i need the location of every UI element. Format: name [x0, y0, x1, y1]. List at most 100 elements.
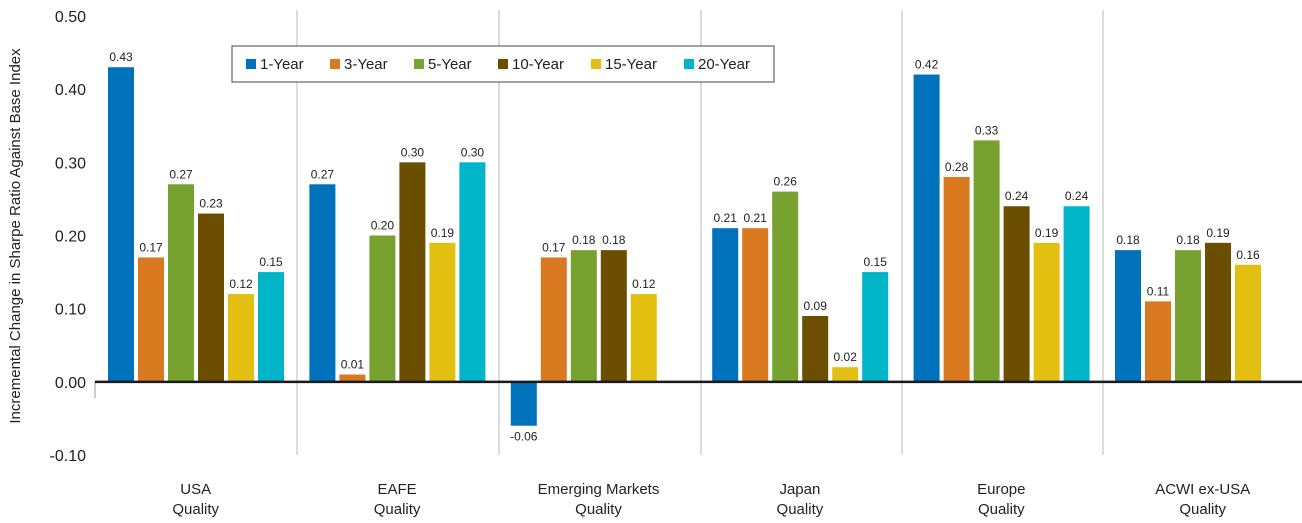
- data-label: 0.18: [1116, 233, 1140, 247]
- data-label: 0.19: [1035, 226, 1059, 240]
- data-label: 0.18: [602, 233, 626, 247]
- legend-item-label: 20-Year: [698, 56, 750, 73]
- bar-3-year: [339, 374, 366, 382]
- data-label: 0.21: [744, 211, 768, 225]
- bar-15-year: [228, 294, 254, 382]
- bar-3-year: [540, 257, 567, 382]
- data-label: 0.15: [864, 255, 888, 269]
- data-label: 0.09: [804, 299, 828, 313]
- data-label: 0.21: [714, 211, 738, 225]
- y-tick-label: 0.40: [55, 82, 86, 99]
- legend-item-label: 15-Year: [605, 56, 657, 73]
- data-label: 0.17: [139, 240, 163, 254]
- legend-swatch: [684, 59, 694, 69]
- bar-1-year: [108, 67, 134, 382]
- legend-item-label: 5-Year: [428, 56, 472, 73]
- legend-swatch: [330, 59, 340, 69]
- category-label: Quality: [575, 501, 622, 518]
- data-label: 0.12: [229, 277, 253, 291]
- y-tick-label: 0.50: [55, 9, 86, 26]
- data-label: 0.20: [371, 219, 395, 233]
- bar-15-year: [429, 242, 456, 382]
- category-label: Japan: [779, 481, 820, 498]
- y-tick-label: 0.30: [55, 155, 86, 172]
- data-label: 0.12: [632, 277, 656, 291]
- bar-1-year: [712, 228, 739, 382]
- data-label: -0.06: [510, 430, 538, 444]
- data-label: 0.18: [1176, 233, 1200, 247]
- bar-5-year: [369, 235, 396, 382]
- bar-20-year: [258, 272, 284, 382]
- data-label: 0.42: [915, 58, 939, 72]
- data-label: 0.17: [542, 240, 566, 254]
- y-tick-label: 0.10: [55, 302, 86, 319]
- bar-3-year: [943, 176, 970, 382]
- data-label: 0.23: [199, 197, 223, 211]
- data-label: 0.28: [945, 160, 969, 174]
- bar-3-year: [138, 257, 164, 382]
- category-label: Quality: [777, 501, 824, 518]
- data-label: 0.24: [1005, 189, 1029, 203]
- category-label: USA: [180, 481, 211, 498]
- category-label: Quality: [374, 501, 421, 518]
- category-label: EAFE: [378, 481, 417, 498]
- data-label: 0.24: [1065, 189, 1089, 203]
- bar-5-year: [570, 250, 597, 382]
- data-label: 0.27: [169, 167, 193, 181]
- bar-5-year: [168, 184, 194, 382]
- bar-15-year: [630, 294, 657, 382]
- legend-item-label: 10-Year: [512, 56, 564, 73]
- data-label: 0.30: [401, 145, 425, 159]
- category-label: Emerging Markets: [538, 481, 660, 498]
- legend-item-label: 1-Year: [260, 56, 304, 73]
- legend-swatch: [246, 59, 256, 69]
- data-label: 0.01: [341, 358, 365, 372]
- category-label: Quality: [172, 501, 219, 518]
- bar-1-year: [1115, 250, 1141, 382]
- legend-swatch: [414, 59, 424, 69]
- category-label: Quality: [978, 501, 1025, 518]
- y-tick-label: -0.10: [50, 448, 87, 465]
- data-label: 0.19: [1206, 226, 1230, 240]
- category-label: Quality: [1179, 501, 1226, 518]
- category-label: ACWI ex-USA: [1155, 481, 1250, 498]
- legend-item-label: 3-Year: [344, 56, 388, 73]
- legend-swatch: [498, 59, 508, 69]
- bar-20-year: [862, 272, 889, 382]
- bar-5-year: [1175, 250, 1201, 382]
- bar-20-year: [459, 162, 486, 382]
- bar-15-year: [1033, 242, 1060, 382]
- bar-20-year: [1063, 206, 1090, 382]
- bar-10-year: [198, 213, 224, 382]
- data-label: 0.15: [259, 255, 283, 269]
- y-tick-label: 0.00: [55, 375, 86, 392]
- data-label: 0.11: [1147, 284, 1170, 298]
- data-label: 0.18: [572, 233, 596, 247]
- bar-5-year: [973, 140, 1000, 382]
- data-label: 0.27: [311, 167, 335, 181]
- data-label: 0.16: [1236, 248, 1260, 262]
- bar-3-year: [742, 228, 769, 382]
- data-label: 0.33: [975, 123, 999, 137]
- bar-10-year: [600, 250, 627, 382]
- data-label: 0.19: [431, 226, 455, 240]
- bar-10-year: [1205, 242, 1231, 382]
- bar-1-year: [309, 184, 336, 382]
- data-label: 0.02: [834, 350, 858, 364]
- data-label: 0.30: [461, 145, 485, 159]
- bar-3-year: [1145, 301, 1171, 382]
- bar-5-year: [772, 191, 799, 382]
- legend-swatch: [591, 59, 601, 69]
- bar-10-year: [802, 315, 829, 382]
- y-tick-label: 0.20: [55, 229, 86, 246]
- data-label: 0.43: [109, 50, 133, 64]
- y-axis-label: Incremental Change in Sharpe Ratio Again…: [7, 48, 24, 424]
- bar-15-year: [1235, 264, 1261, 382]
- data-label: 0.26: [774, 175, 798, 189]
- bar-1-year: [510, 381, 537, 426]
- bar-10-year: [1003, 206, 1030, 382]
- bar-1-year: [913, 74, 940, 382]
- bar-10-year: [399, 162, 426, 382]
